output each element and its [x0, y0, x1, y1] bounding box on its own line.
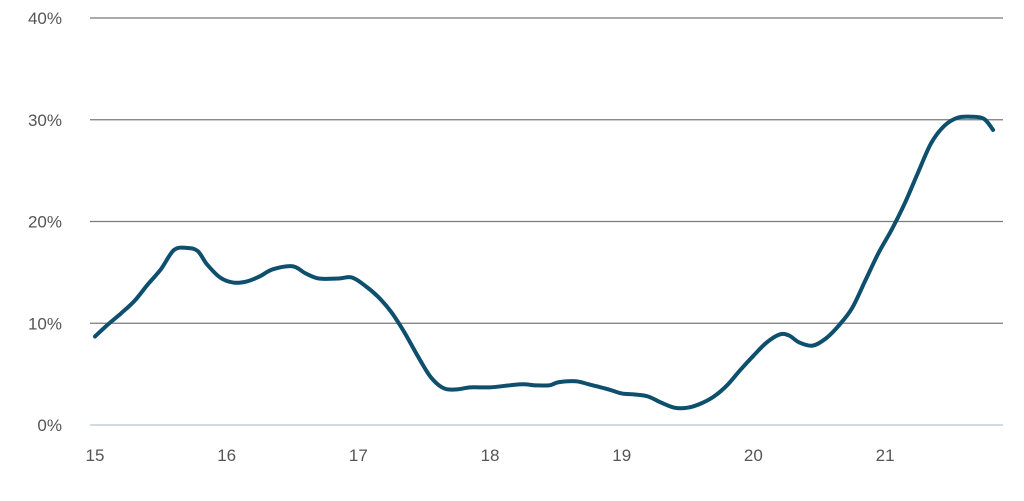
y-tick-label: 0%: [37, 416, 62, 435]
x-tick-label: 20: [744, 446, 763, 465]
x-tick-label: 19: [612, 446, 631, 465]
series-layer: [93, 114, 996, 411]
y-tick-label: 40%: [28, 9, 62, 28]
y-axis-tick-labels: 0% 10% 20% 30% 40%: [28, 9, 62, 435]
series-line-0: [93, 114, 996, 411]
y-tick-label: 10%: [28, 314, 62, 333]
x-axis-tick-labels: 15 16 17 18 19 20 21: [86, 446, 895, 465]
x-tick-label: 18: [481, 446, 500, 465]
x-tick-label: 16: [217, 446, 236, 465]
y-tick-label: 20%: [28, 213, 62, 232]
gridlines: [90, 17, 1003, 426]
x-tick-label: 21: [876, 446, 895, 465]
x-tick-label: 17: [349, 446, 368, 465]
x-tick-label: 15: [86, 446, 105, 465]
y-tick-label: 30%: [28, 111, 62, 130]
